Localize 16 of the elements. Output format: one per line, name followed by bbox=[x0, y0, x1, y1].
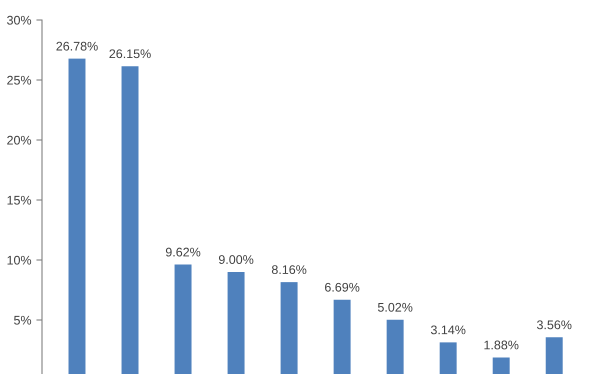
data-label: 3.56% bbox=[536, 320, 572, 330]
data-label: 9.62% bbox=[166, 248, 200, 257]
data-label: 1.88% bbox=[484, 340, 518, 350]
data-label: 5.02% bbox=[378, 302, 412, 312]
data-label: 8.16% bbox=[272, 265, 306, 274]
data-label: 3.14% bbox=[430, 325, 466, 334]
y-tick-label: 30% bbox=[7, 16, 32, 25]
y-tick-label: 20% bbox=[7, 136, 32, 145]
y-tick-label: 10% bbox=[8, 256, 32, 265]
y-tick-label: 15% bbox=[8, 196, 32, 205]
y-tick-label: 5% bbox=[14, 316, 32, 325]
data-label: 26.78% bbox=[56, 42, 98, 51]
data-label: 26.15% bbox=[109, 49, 151, 58]
data-label: 6.69% bbox=[325, 282, 360, 292]
data-label: 9.00% bbox=[218, 255, 254, 264]
y-tick-label: 25% bbox=[7, 76, 32, 85]
